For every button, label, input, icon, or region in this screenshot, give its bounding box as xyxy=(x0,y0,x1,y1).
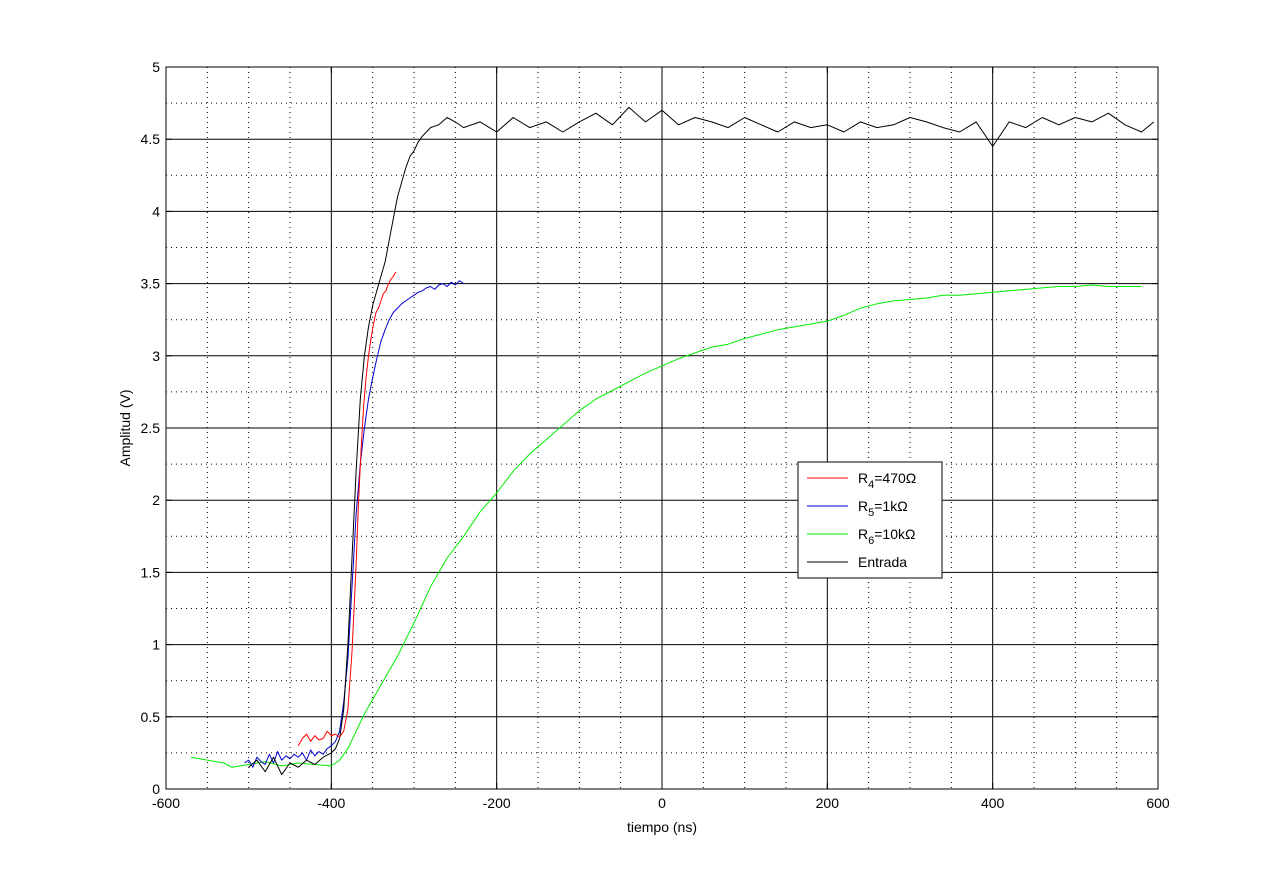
y-tick-label: 1 xyxy=(152,637,160,653)
legend-entry: R5=1kΩ xyxy=(858,498,908,519)
legend: R4=470Ω R5=1kΩ R6=10kΩ Entrada xyxy=(797,461,943,579)
major-grid xyxy=(166,67,1158,789)
y-tick-label: 0 xyxy=(152,781,160,797)
x-tick-label: 600 xyxy=(1146,795,1170,811)
series-line-entrada xyxy=(248,106,1155,776)
x-tick-label: -400 xyxy=(317,795,345,811)
x-tick-label: 400 xyxy=(981,795,1005,811)
x-tick-label: -600 xyxy=(152,795,180,811)
tick-marks xyxy=(165,66,1159,790)
y-tick-label: 3 xyxy=(152,348,160,364)
x-tick-label: 200 xyxy=(816,795,840,811)
series-line-r4-470- xyxy=(297,271,397,746)
tick-labels: -600 -400 -200 0 200 400 600 0 0.5 1 1.5 2 2.5 3 3.5 4 4… xyxy=(141,59,1170,811)
y-tick-label: 5 xyxy=(152,59,160,75)
y-tick-label: 2 xyxy=(152,492,160,508)
y-tick-label: 4 xyxy=(152,203,160,219)
y-tick-label: 2.5 xyxy=(141,420,161,436)
y-tick-label: 4.5 xyxy=(141,131,161,147)
y-tick-label: 3.5 xyxy=(141,276,161,292)
legend-box xyxy=(797,461,943,579)
x-tick-label: 0 xyxy=(658,795,666,811)
x-tick-label: -200 xyxy=(483,795,511,811)
series-line-r5-1k- xyxy=(244,280,464,768)
y-tick-label: 1.5 xyxy=(141,564,161,580)
legend-entry: Entrada xyxy=(858,554,907,570)
series-line-r6-10k- xyxy=(190,284,1142,768)
y-tick-label: 0.5 xyxy=(141,709,161,725)
series-layer xyxy=(190,106,1155,776)
legend-entry: R6=10kΩ xyxy=(858,526,915,547)
x-axis-label: tiempo (ns) xyxy=(627,819,697,835)
y-axis-label: Amplitud (V) xyxy=(117,389,133,466)
plot-area: -600 -400 -200 0 200 400 600 0 0.5 1 1.5 2 2.5 3 3.5 4 4… xyxy=(141,59,1170,811)
legend-entry: R4=470Ω xyxy=(858,470,916,491)
